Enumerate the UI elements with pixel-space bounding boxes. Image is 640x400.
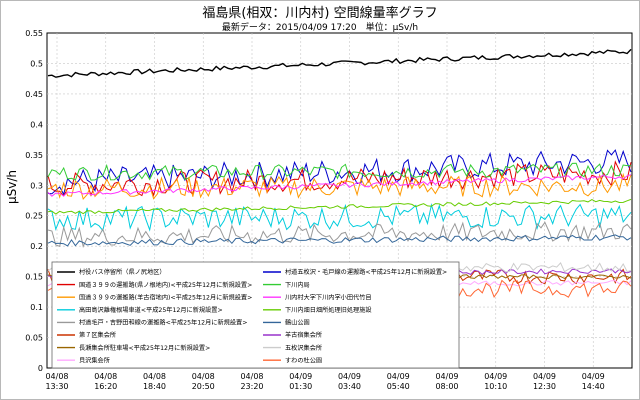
x-tick-date: 04/08 [143, 372, 166, 381]
y-tick-label: 0.35 [25, 151, 43, 160]
y-tick-label: 0.15 [25, 273, 43, 282]
legend-label: 羊古宿集会所 [285, 331, 322, 339]
x-tick-time: 08:00 [435, 382, 458, 391]
x-tick-time: 03:40 [338, 382, 361, 391]
x-tick-time: 14:40 [582, 382, 605, 391]
legend-label: 村道五枚沢・毛戸線の運搬路<平成25年12月に新規設置> [285, 268, 447, 276]
x-tick-date: 04/09 [435, 372, 458, 381]
legend-label: すわの杜公園 [285, 356, 322, 364]
series-line [47, 174, 632, 197]
y-tick-label: 0.55 [25, 29, 43, 38]
series-line [47, 162, 631, 181]
y-tick-label: 0.05 [25, 334, 43, 343]
y-tick-label: 0.4 [30, 120, 43, 129]
legend-label: 下川内局 [285, 281, 310, 289]
legend-label: 第７区集会所 [79, 331, 116, 339]
y-tick-label: 0.5 [30, 59, 43, 68]
series-line [47, 172, 632, 201]
x-tick-time: 20:50 [192, 382, 215, 391]
series-line [47, 149, 632, 196]
x-tick-time: 23:20 [240, 382, 263, 391]
series-line [47, 48, 632, 78]
chart-subtitle: 最新データ：2015/04/09 17:20 単位：μSv/h [221, 23, 419, 33]
series-line [47, 221, 632, 248]
x-tick-time: 16:20 [94, 382, 117, 391]
x-tick-date: 04/08 [94, 372, 117, 381]
legend-label: 下川内畑日畑所処理旧処理施設 [285, 306, 372, 314]
legend-label: 川内村大字下川内字小田代竹目 [285, 293, 372, 301]
x-tick-time: 12:30 [533, 382, 556, 391]
legend-label: 貝沢集会所 [79, 356, 110, 364]
x-tick-date: 04/09 [289, 372, 312, 381]
x-tick-time: 10:10 [484, 382, 507, 391]
series-line [47, 160, 632, 197]
legend-label: 高田島沢離権根場車道<平成25年12月に新規設置> [79, 306, 223, 314]
x-tick-date: 04/09 [582, 372, 605, 381]
legend-label: 五枚沢集会所 [285, 344, 322, 352]
y-tick-label: 0.2 [30, 242, 43, 251]
x-tick-date: 04/09 [533, 372, 556, 381]
legend-label: 村道毛戸・吉野田和線の運搬路<平成25年12月に新規設置> [79, 319, 247, 327]
series-line [47, 203, 632, 232]
series-line [47, 198, 632, 215]
x-tick-time: 18:40 [143, 382, 166, 391]
legend-label: 長瀬集会所駐車場<平成25年12月に新規設置> [79, 344, 210, 352]
y-tick-label: 0.1 [30, 303, 43, 312]
x-tick-time: 05:40 [387, 382, 410, 391]
y-tick-label: 0 [38, 364, 43, 373]
y-tick-label: 0.45 [25, 90, 43, 99]
y-tick-label: 0.25 [25, 212, 43, 221]
legend-box [51, 261, 460, 369]
x-tick-date: 04/09 [387, 372, 410, 381]
x-tick-date: 04/08 [192, 372, 215, 381]
legend-label: 国道３９９の運搬路(羊古宿地内)<平成25年12月に新規設置> [79, 293, 252, 301]
x-tick-date: 04/08 [45, 372, 68, 381]
chart-title: 福島県(相双：川内村) 空間線量率グラフ [202, 6, 438, 21]
x-tick-date: 04/09 [338, 372, 361, 381]
series-line [47, 234, 632, 247]
x-tick-date: 04/08 [240, 372, 263, 381]
x-tick-time: 01:30 [289, 382, 312, 391]
legend-label: 鶴山公園 [285, 319, 310, 327]
y-tick-label: 0.3 [30, 181, 43, 190]
legend-label: 国道３９９の運搬路(県ノ根地内)<平成25年12月に新規設置> [79, 281, 252, 289]
x-tick-date: 04/09 [484, 372, 507, 381]
x-tick-time: 13:30 [45, 382, 68, 391]
legend-label: 村役バス停留所（県ノ尻地区） [79, 268, 166, 276]
